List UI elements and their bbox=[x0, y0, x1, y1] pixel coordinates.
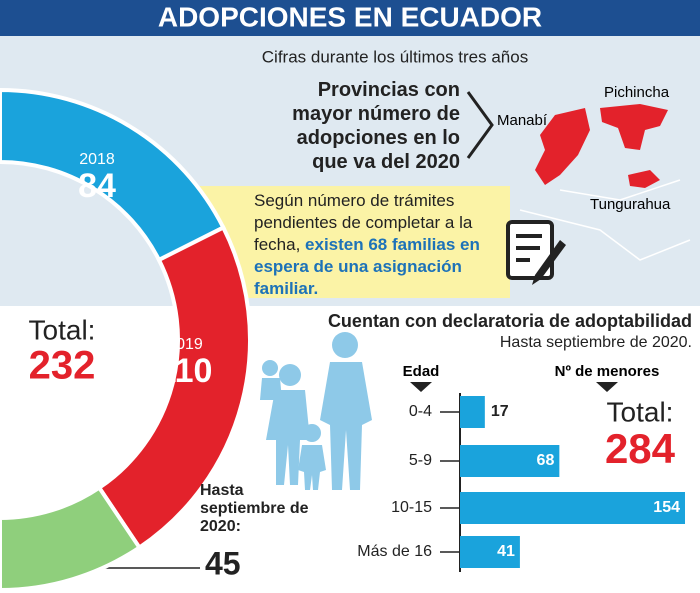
value-label: 41 bbox=[497, 543, 515, 560]
map-tungurahua bbox=[628, 170, 660, 188]
chart-subtitle: Hasta septiembre de 2020. bbox=[500, 334, 692, 351]
category-label: Más de 16 bbox=[357, 543, 432, 560]
note-highlight: existen 68 familias en espera de una asi… bbox=[254, 235, 480, 298]
axis-title: Nº de menores bbox=[555, 363, 660, 380]
map-pichincha bbox=[600, 104, 668, 150]
bar bbox=[460, 445, 560, 477]
bar bbox=[460, 492, 685, 524]
document-icon bbox=[506, 220, 566, 285]
chevron bbox=[466, 91, 494, 159]
chart-title: Cuentan con declaratoria de adoptabilida… bbox=[328, 311, 692, 331]
total-label: Total: bbox=[607, 396, 674, 427]
axis-arrow bbox=[596, 382, 618, 392]
value-label: 17 bbox=[491, 403, 509, 420]
note-text: Según número de trámites pendientes de c… bbox=[254, 191, 473, 254]
header-bar bbox=[0, 0, 700, 36]
provinces-heading: Provincias con mayor número de adopcione… bbox=[292, 79, 460, 173]
province-label: Tungurahua bbox=[590, 196, 671, 213]
total-value: 232 bbox=[29, 344, 96, 388]
value-label: 84 bbox=[78, 167, 116, 205]
value-label: 68 bbox=[537, 452, 555, 469]
donut-segment bbox=[0, 484, 143, 593]
category-label: 0-4 bbox=[409, 403, 432, 420]
map-manabi bbox=[535, 108, 590, 185]
value-label: 154 bbox=[653, 499, 680, 516]
bar bbox=[460, 396, 485, 428]
province-label: Pichincha bbox=[604, 84, 670, 101]
map-borders bbox=[519, 179, 691, 261]
total-value: 284 bbox=[605, 425, 676, 472]
bar bbox=[460, 536, 520, 568]
total-label: Total: bbox=[29, 314, 96, 345]
value-label: 110 bbox=[158, 352, 213, 390]
province-label: Manabí bbox=[497, 112, 548, 129]
title: ADOPCIONES EN ECUADOR bbox=[158, 1, 542, 32]
axis-arrow bbox=[410, 382, 432, 392]
axis-title: Edad bbox=[403, 363, 440, 380]
note: Según número de trámites pendientes de c… bbox=[254, 190, 499, 300]
value-label: 45 bbox=[205, 545, 241, 581]
category-label: 10-15 bbox=[391, 499, 432, 516]
segment-label: Hasta septiembre de 2020: bbox=[200, 482, 309, 535]
category-label: 5-9 bbox=[409, 452, 432, 469]
segment-label: 2018 bbox=[79, 151, 115, 168]
family-silhouette bbox=[260, 332, 372, 490]
segment-label: 2019 bbox=[167, 336, 203, 353]
subtitle: Cifras durante los últimos tres años bbox=[262, 47, 528, 66]
